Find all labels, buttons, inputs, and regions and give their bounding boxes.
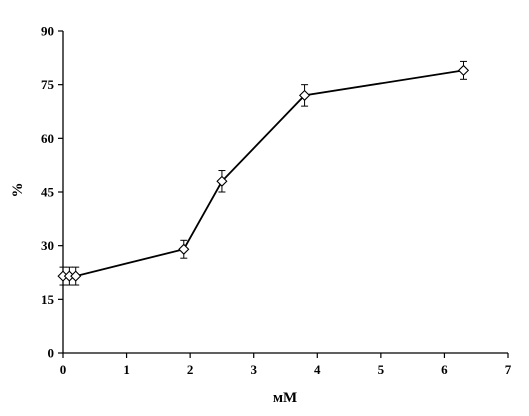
y-tick-label: 90 bbox=[41, 24, 54, 39]
y-tick-label: 15 bbox=[41, 292, 55, 307]
y-tick-label: 0 bbox=[48, 346, 55, 361]
y-tick-label: 60 bbox=[41, 131, 54, 146]
series-line bbox=[63, 69, 464, 277]
x-tick-label: 7 bbox=[505, 362, 512, 377]
x-tick-label: 1 bbox=[123, 362, 130, 377]
data-point bbox=[457, 64, 470, 76]
y-tick-label: 75 bbox=[41, 77, 55, 92]
x-tick-label: 0 bbox=[60, 362, 67, 377]
y-tick-label: 30 bbox=[41, 238, 54, 253]
x-tick-label: 3 bbox=[250, 362, 257, 377]
x-axis-title: мМ bbox=[273, 390, 297, 406]
y-axis-title: % bbox=[10, 183, 26, 198]
series-1 bbox=[57, 60, 470, 286]
data-point bbox=[298, 89, 311, 101]
x-tick-label: 5 bbox=[378, 362, 385, 377]
x-tick-label: 2 bbox=[187, 362, 194, 377]
data-point bbox=[178, 243, 190, 255]
y-tick-label: 45 bbox=[41, 185, 55, 200]
data-point bbox=[70, 270, 82, 282]
x-tick-label: 6 bbox=[441, 362, 448, 377]
x-tick-label: 4 bbox=[314, 362, 321, 377]
data-point bbox=[216, 175, 228, 187]
